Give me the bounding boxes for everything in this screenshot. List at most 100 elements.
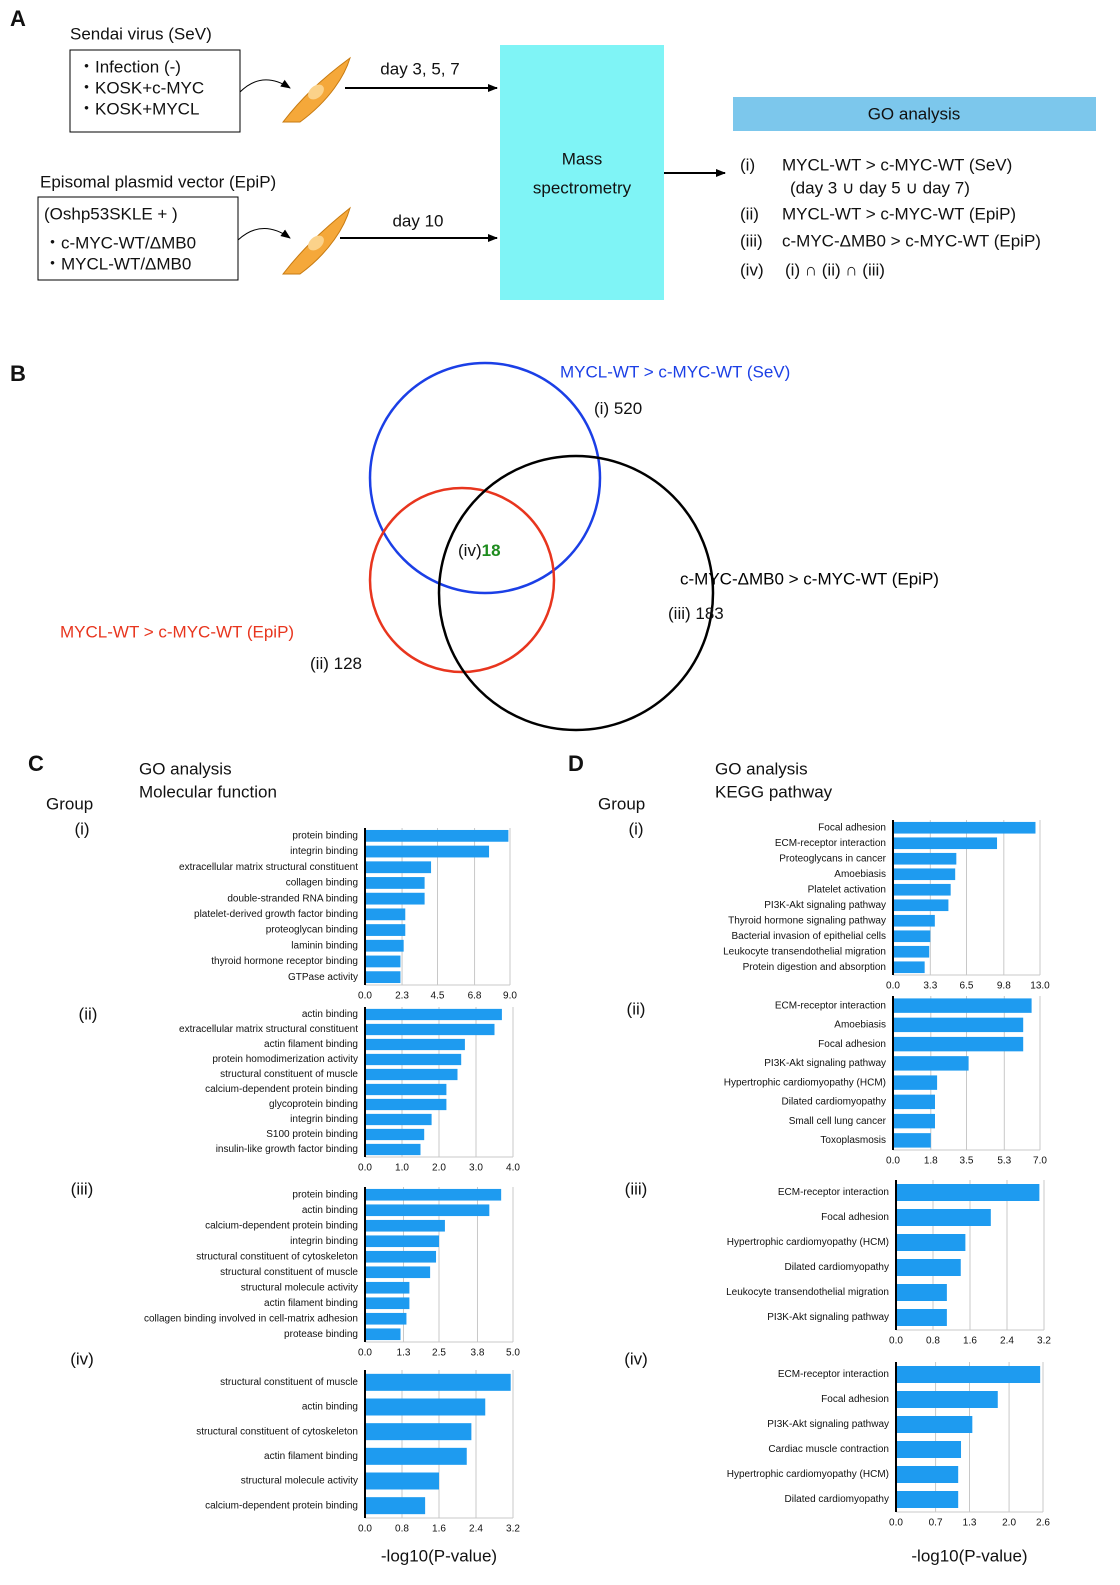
bar (896, 1184, 1040, 1201)
intersection-count: 18 (482, 541, 501, 560)
bar (365, 1083, 447, 1096)
sev-item: ・Infection (-) (78, 57, 181, 76)
bar (365, 1023, 495, 1036)
x-tick-label: 6.8 (468, 991, 482, 1002)
category-label: structural molecule activity (241, 1282, 358, 1293)
bar (893, 883, 951, 896)
set-number: (iii) (668, 604, 691, 623)
x-axis-label: -log10(P-value) (381, 1546, 497, 1565)
panel-letter: A (10, 6, 26, 31)
x-tick-label: 5.0 (506, 1348, 520, 1359)
sev-title: Sendai virus (SeV) (70, 24, 212, 43)
bar-chart: (iv) 0.0 0.8 1.6 2.4 3.2 structural constituen… (70, 1349, 520, 1565)
bar-chart: (i) 0.0 2.3 4.5 6.8 9.0 protein binding integri… (74, 819, 517, 1001)
go-num: (i) (740, 155, 755, 174)
cell-icon (281, 56, 351, 123)
category-label: S100 protein binding (266, 1129, 358, 1140)
panel-letter: C (28, 751, 44, 776)
x-tick-label: 13.0 (1030, 981, 1050, 992)
x-tick-label: 0.0 (358, 1163, 372, 1174)
x-tick-label: 1.8 (924, 1156, 938, 1167)
bar (365, 1098, 447, 1111)
bar (896, 1416, 973, 1433)
bar (365, 908, 406, 921)
x-tick-label: 4.0 (506, 1163, 520, 1174)
category-label: Hypertrophic cardiomyopathy (HCM) (724, 1077, 886, 1088)
category-label: Protein digestion and absorption (743, 962, 886, 973)
bar (365, 1113, 432, 1126)
bar (893, 899, 949, 912)
bar (893, 837, 998, 850)
epip-item: (Oshp53SKLE + ) (44, 204, 178, 223)
x-tick-label: 3.2 (506, 1524, 520, 1535)
bar-chart: (iii) 0.0 1.3 2.5 3.8 5.0 protein binding actin… (71, 1179, 521, 1358)
bar (365, 1038, 465, 1051)
category-label: Focal adhesion (818, 1039, 886, 1050)
category-label: protein homodimerization activity (212, 1054, 358, 1065)
x-tick-label: 2.0 (1002, 1518, 1016, 1529)
category-label: structural molecule activity (241, 1476, 358, 1487)
arrow-label: day 3, 5, 7 (380, 59, 459, 78)
panel-c-header: C GO analysis Molecular function Group (28, 751, 277, 814)
category-label: actin filament binding (264, 1039, 358, 1050)
category-label: Leukocyte transendothelial migration (726, 1287, 889, 1298)
x-tick-label: 1.6 (432, 1524, 446, 1535)
category-label: Leukocyte transendothelial migration (723, 946, 886, 957)
group-label: (i) (74, 819, 89, 838)
x-tick-label: 0.0 (886, 981, 900, 992)
go-num: (iv) (740, 260, 764, 279)
category-label: collagen binding involved in cell-matrix… (144, 1313, 358, 1324)
group-header: Group (598, 794, 645, 813)
category-label: Focal adhesion (818, 822, 886, 833)
category-label: double-stranded RNA binding (227, 893, 358, 904)
category-label: structural constituent of muscle (220, 1267, 358, 1278)
bar (893, 961, 925, 974)
bar (893, 868, 956, 881)
bar (365, 1266, 431, 1279)
category-label: Bacterial invasion of epithelial cells (731, 931, 886, 942)
x-tick-label: 0.0 (889, 1518, 903, 1529)
category-label: ECM-receptor interaction (775, 1000, 886, 1011)
bar (893, 852, 957, 865)
category-label: integrin binding (290, 1114, 358, 1125)
group-label: (iv) (624, 1349, 648, 1368)
venn-count: (ii) 128 (310, 654, 362, 673)
category-label: ECM-receptor interaction (778, 1187, 889, 1198)
category-label: actin binding (302, 1009, 358, 1020)
category-label: Hypertrophic cardiomyopathy (HCM) (727, 1469, 889, 1480)
bar (365, 1447, 467, 1465)
venn-label: c-MYC-ΔMB0 > c-MYC-WT (EpiP) (680, 569, 939, 588)
category-label: structural constituent of cytoskeleton (196, 1426, 358, 1437)
venn-intersection: (iv)18 (458, 541, 501, 560)
bar (893, 1036, 1024, 1052)
panel-subtitle: KEGG pathway (715, 782, 833, 801)
category-label: Amoebiasis (834, 869, 886, 880)
x-tick-label: 3.2 (1037, 1336, 1051, 1347)
cell-icon (281, 206, 351, 275)
x-tick-label: 2.3 (395, 991, 409, 1002)
bar (893, 998, 1032, 1013)
category-label: Dilated cardiomyopathy (782, 1097, 887, 1108)
category-label: integrin binding (290, 846, 358, 857)
group-label: (iv) (70, 1349, 94, 1368)
go-header-box (733, 97, 1096, 131)
bar (893, 1133, 931, 1148)
category-label: protease binding (284, 1329, 358, 1340)
x-tick-label: 1.3 (397, 1348, 411, 1359)
category-label: collagen binding (286, 878, 358, 889)
bar (893, 1017, 1024, 1033)
category-label: glycoprotein binding (269, 1099, 358, 1110)
x-tick-label: 7.0 (1033, 1156, 1047, 1167)
epip-item: ・MYCL-WT/ΔMB0 (44, 254, 191, 273)
category-label: actin binding (302, 1205, 358, 1216)
group-label: (ii) (627, 999, 646, 1018)
bar (365, 1398, 486, 1416)
x-tick-label: 0.0 (358, 1524, 372, 1535)
bar (893, 1056, 969, 1071)
set-count: 128 (334, 654, 362, 673)
bar (896, 1234, 966, 1251)
go-text: MYCL-WT > c-MYC-WT (EpiP) (782, 204, 1016, 223)
category-label: laminin binding (291, 940, 358, 951)
venn-count: (i) 520 (594, 399, 642, 418)
